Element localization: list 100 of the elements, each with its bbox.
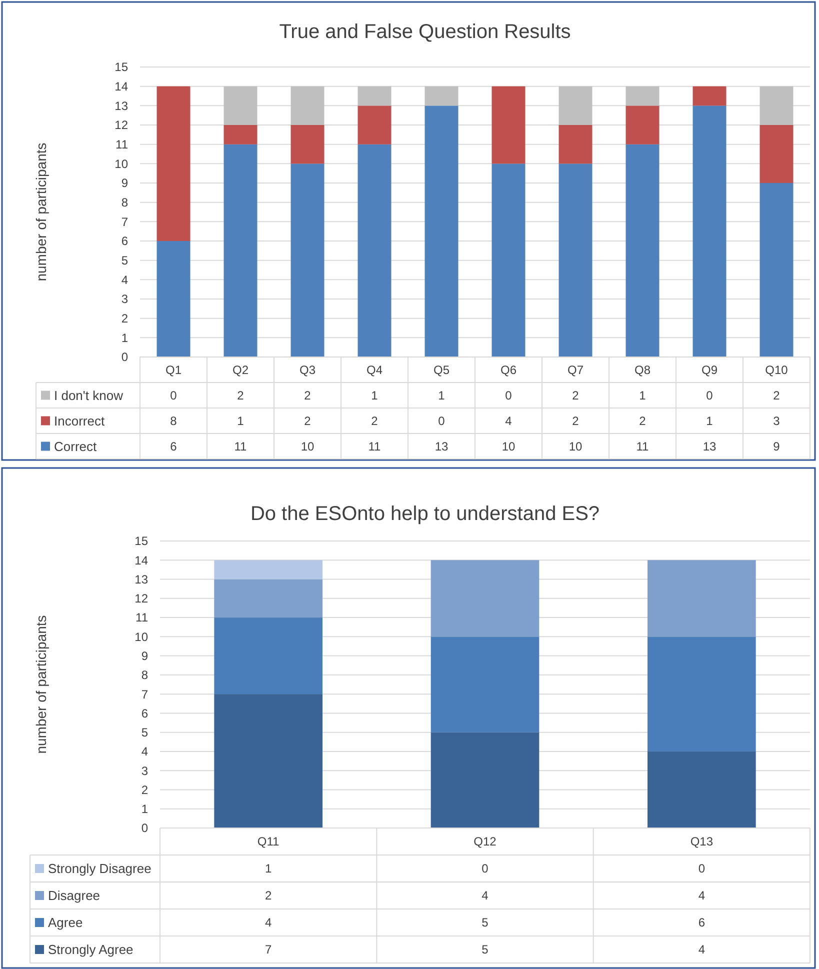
bar (290, 86, 324, 125)
data-label: 10 (300, 439, 314, 454)
x-tick-label: Q9 (701, 362, 718, 377)
data-label: 1 (371, 388, 378, 402)
bar (224, 125, 258, 144)
y-axis-title: number of participants (33, 142, 49, 282)
y-tick-label: 12 (114, 118, 128, 132)
bar (430, 560, 540, 637)
x-tick-label: Q3 (299, 362, 316, 377)
bar (692, 106, 726, 357)
bar (214, 560, 322, 580)
y-tick-label: 3 (141, 764, 148, 778)
data-label: 1 (438, 388, 446, 402)
x-tick-label: Q11 (257, 834, 280, 849)
y-tick-label: 5 (141, 726, 148, 740)
bar (492, 86, 526, 164)
data-label: 2 (639, 414, 646, 428)
data-label: 2 (264, 888, 272, 903)
data-label: 10 (502, 439, 516, 454)
legend-label: I don't know (54, 388, 124, 403)
x-tick-label: Q4 (366, 362, 383, 377)
data-label: 11 (368, 439, 382, 454)
bar (358, 106, 392, 144)
y-tick-label: 4 (121, 272, 128, 287)
data-label: 10 (568, 439, 582, 454)
y-tick-label: 15 (134, 534, 148, 548)
y-tick-label: 10 (134, 630, 148, 644)
x-tick-label: Q5 (433, 362, 450, 377)
data-label: 8 (170, 414, 178, 428)
y-tick-label: 0 (141, 821, 148, 836)
bar (760, 183, 794, 357)
bar (692, 86, 726, 106)
data-label: 6 (698, 916, 706, 930)
bar (214, 694, 322, 828)
y-tick-label: 2 (141, 782, 148, 797)
legend-label: Disagree (48, 888, 100, 904)
data-label: 13 (434, 439, 448, 454)
x-tick-label: Q8 (634, 362, 651, 377)
y-tick-label: 7 (141, 687, 148, 702)
data-label: 11 (234, 439, 248, 454)
bar (224, 86, 258, 125)
y-tick-label: 10 (114, 156, 128, 171)
bar (290, 164, 324, 357)
data-label: 4 (698, 942, 706, 957)
bar (358, 86, 392, 106)
bar (558, 125, 592, 164)
y-tick-label: 14 (134, 553, 148, 568)
bar (626, 86, 660, 106)
bar (424, 86, 458, 106)
data-label: 2 (237, 388, 244, 402)
y-tick-label: 6 (121, 234, 128, 248)
y-tick-label: 11 (136, 610, 148, 625)
bar (424, 106, 458, 357)
x-tick-label: Q12 (474, 834, 497, 849)
y-tick-label: 13 (134, 572, 148, 586)
data-label: 2 (304, 414, 312, 428)
data-label: 2 (572, 388, 580, 402)
data-label: 1 (264, 862, 272, 876)
data-label: 7 (264, 942, 272, 957)
legend-label: Agree (48, 915, 83, 930)
bar (156, 86, 190, 241)
x-tick-label: Q7 (567, 362, 584, 377)
bar (290, 125, 324, 164)
x-tick-label: Q6 (500, 362, 517, 377)
x-tick-label: Q10 (765, 362, 788, 377)
y-tick-label: 6 (141, 706, 148, 720)
bar (492, 164, 526, 357)
bar (760, 86, 794, 125)
data-label: 0 (706, 388, 714, 402)
data-label: 0 (698, 862, 706, 876)
data-label: 5 (482, 916, 489, 930)
bar (626, 144, 660, 357)
chart-title: Do the ESOnto help to understand ES? (250, 503, 600, 525)
data-label: 5 (482, 942, 489, 957)
data-label: 0 (505, 388, 512, 402)
x-tick-label: Q2 (232, 362, 249, 377)
bar (214, 618, 322, 694)
y-tick-label: 1 (121, 330, 128, 345)
bar (358, 144, 392, 357)
chart-title: True and False Question Results (279, 21, 571, 43)
data-label: 4 (482, 888, 489, 903)
data-label: 2 (773, 388, 780, 402)
x-tick-label: Q13 (690, 834, 714, 849)
y-tick-label: 4 (141, 744, 148, 759)
y-tick-label: 13 (114, 98, 128, 113)
data-label: 0 (170, 388, 178, 402)
legend-label: Correct (54, 438, 98, 454)
y-tick-label: 0 (121, 350, 128, 364)
data-label: 11 (636, 439, 650, 454)
bar (648, 636, 756, 752)
data-label: 9 (773, 439, 780, 454)
data-label: 0 (482, 862, 489, 876)
data-label: 2 (371, 414, 378, 428)
data-label: 1 (237, 414, 244, 428)
y-tick-label: 2 (121, 312, 128, 326)
bar (760, 125, 794, 183)
data-label: 2 (572, 414, 580, 428)
bar (430, 732, 540, 828)
x-tick-label: Q1 (165, 362, 182, 377)
bar (156, 241, 190, 357)
